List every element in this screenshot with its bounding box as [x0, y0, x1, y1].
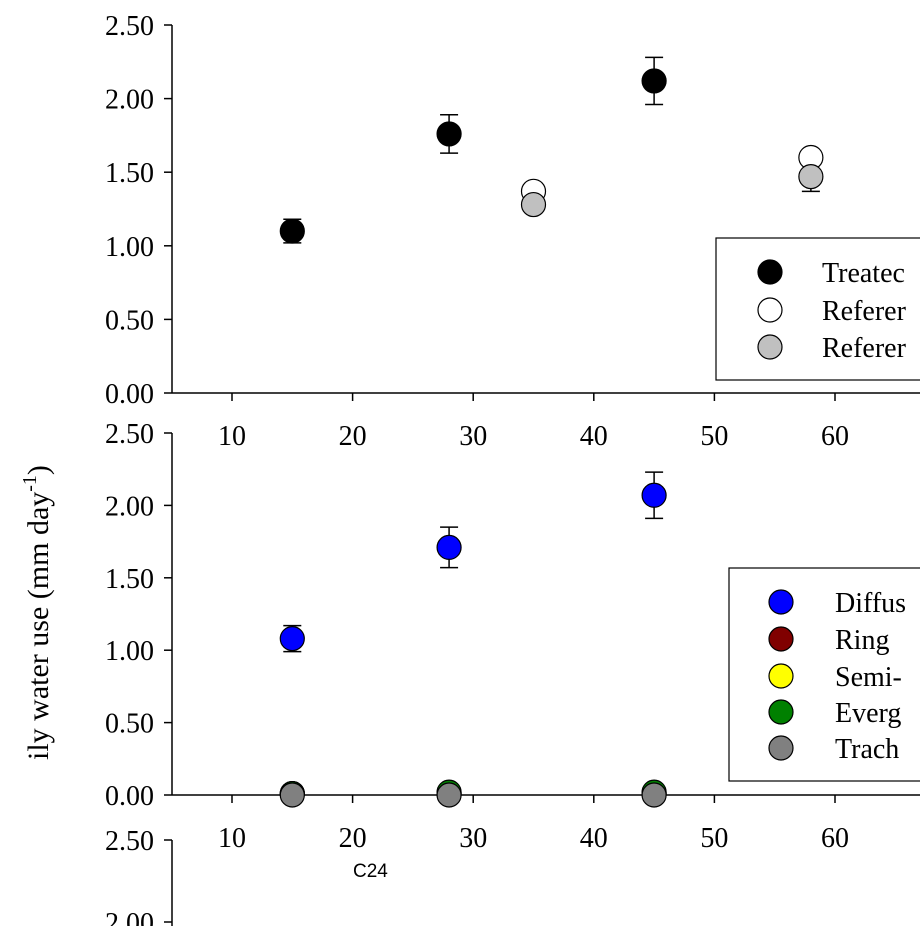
x-tick-label: 10 — [218, 421, 246, 452]
x-tick-label: 40 — [580, 823, 608, 854]
x-tick-label: 50 — [700, 421, 728, 452]
x-tick-label: 30 — [459, 421, 487, 452]
x-tick-label: 60 — [821, 823, 849, 854]
panel-middle: 0.00 0.50 1.00 1.50 2.00 2.50 10 20 30 40 50 60 Diff… — [105, 419, 920, 854]
x-tick-label: 50 — [700, 823, 728, 854]
legend-box — [715, 237, 920, 381]
y-tick-label: 0.50 — [105, 709, 154, 740]
legend-label: Treatec — [822, 258, 905, 289]
y-tick-label: 2.50 — [105, 419, 154, 450]
legend-marker — [768, 735, 794, 761]
legend-marker — [757, 334, 783, 360]
legend-marker — [768, 663, 794, 689]
y-tick-label: 2.50 — [105, 11, 154, 42]
data-point — [436, 534, 462, 560]
legend-marker — [768, 626, 794, 652]
legend-marker — [768, 589, 794, 615]
y-tick-label: 1.00 — [105, 232, 154, 263]
x-tick-label: 10 — [218, 823, 246, 854]
legend-marker — [768, 699, 794, 725]
data-point — [641, 68, 667, 94]
y-tick-label: 2.00 — [105, 491, 154, 522]
legend-box — [728, 567, 920, 782]
y-axis-label-close: ) — [22, 465, 55, 475]
y-tick-label: 0.00 — [105, 781, 154, 812]
legend-marker — [757, 297, 783, 323]
data-point — [641, 482, 667, 508]
x-tick-label: 30 — [459, 823, 487, 854]
data-point — [641, 782, 667, 808]
data-point — [279, 626, 305, 652]
legend-label: Referer — [822, 296, 907, 327]
x-tick-label: 20 — [339, 421, 367, 452]
y-tick-label: 0.00 — [105, 379, 154, 410]
legend-label: Semi- — [835, 662, 902, 693]
y-tick-label: 2.00 — [105, 908, 154, 926]
y-axis-label-main: ily water use (mm day — [22, 492, 55, 760]
data-point — [436, 782, 462, 808]
x-tick-label: 20 — [339, 823, 367, 854]
legend-label: Trach — [835, 734, 899, 765]
x-tick-label: 40 — [580, 421, 608, 452]
legend-marker — [757, 259, 783, 285]
legend-label: Everg — [835, 698, 901, 729]
y-tick-label: 0.50 — [105, 305, 154, 336]
data-point — [279, 782, 305, 808]
legend-label: Diffus — [835, 588, 906, 619]
y-tick-label: 1.00 — [105, 636, 154, 667]
legend-label: Ring — [835, 625, 889, 656]
y-tick-label: 1.50 — [105, 158, 154, 189]
panel-bottom: 2.00 2.50 — [105, 826, 173, 931]
y-tick-label: 2.00 — [105, 85, 154, 116]
data-point — [520, 191, 547, 218]
legend-label: Referer — [822, 333, 907, 364]
y-tick-label: 2.50 — [105, 826, 154, 857]
panel-top: 0.00 0.50 1.00 1.50 2.00 2.50 10 20 30 40 50 60 Trea… — [105, 11, 920, 452]
y-axis-label-superscript: -1 — [19, 475, 41, 492]
y-axis-label: ily water use (mm day-1) — [19, 465, 55, 760]
data-point — [436, 121, 462, 147]
data-point — [279, 218, 305, 244]
x-tick-label: 60 — [821, 421, 849, 452]
data-point — [798, 164, 824, 190]
y-tick-label: 1.50 — [105, 564, 154, 595]
c24-annotation: C24 — [353, 861, 388, 882]
